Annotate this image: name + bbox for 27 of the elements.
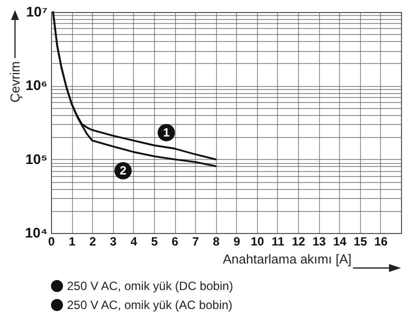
x-tick-label: 7 [192, 234, 200, 248]
legend-label: 250 V AC, omik yük (DC bobin) [67, 279, 234, 293]
x-tick-label: 6 [172, 234, 179, 248]
x-tick-label: 9 [233, 234, 240, 248]
x-axis-title: Anahtarlama akımı [A] [222, 252, 352, 266]
x-tick-label: 5 [151, 234, 158, 248]
x-tick-label: 16 [374, 234, 388, 248]
annotation: 2 [120, 164, 127, 178]
x-tick-label: 15 [354, 234, 368, 248]
x-tick-label: 4 [130, 234, 138, 248]
x-tick-label: 0 [48, 234, 56, 248]
x-tick-label: 8 [212, 234, 220, 248]
y-tick-label: 10⁶ [25, 77, 48, 94]
y-tick-label: 10⁵ [25, 150, 48, 167]
x-tick-label: 2 [89, 234, 96, 248]
x-tick-label: 10 [250, 234, 264, 248]
x-tick-label: 3 [110, 234, 117, 248]
x-tick-label: 12 [292, 234, 306, 248]
y-tick-label: 10⁴ [25, 224, 48, 240]
x-tick-label: 1 [68, 234, 76, 248]
y-axis-title: Çevrim [8, 61, 22, 102]
annotation: 1 [162, 126, 170, 140]
x-tick-label: 11 [272, 234, 285, 248]
x-tick-label: 13 [312, 234, 326, 248]
x-tick-label: 14 [333, 234, 347, 248]
y-tick-label: 10⁷ [26, 4, 48, 20]
legend-label: 250 V AC, omik yük (AC bobin) [67, 298, 232, 312]
